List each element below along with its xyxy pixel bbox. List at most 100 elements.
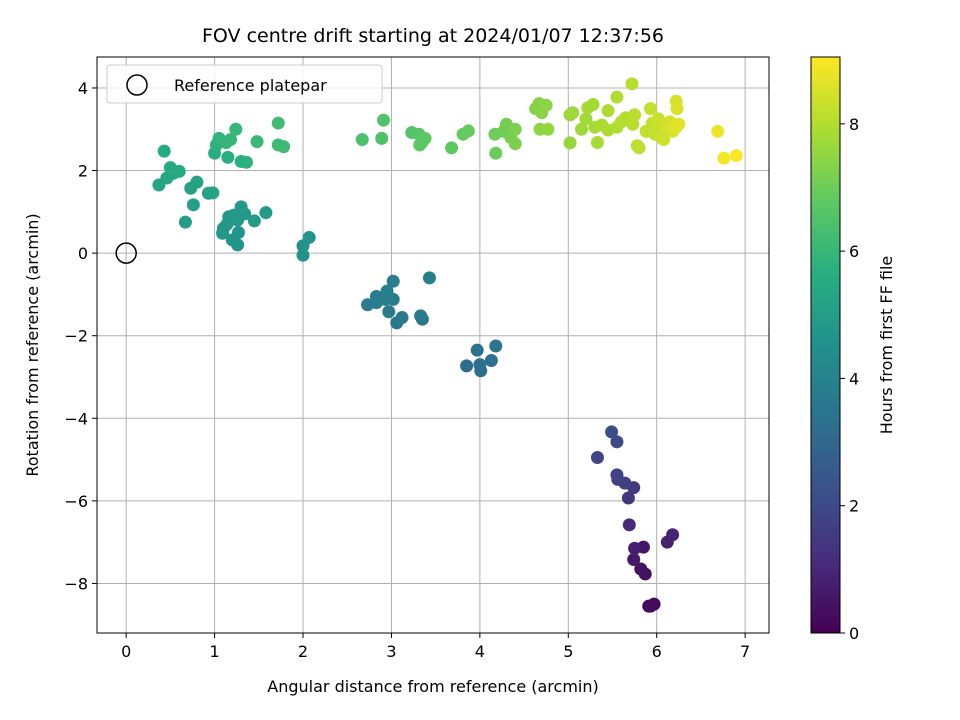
data-point — [473, 358, 487, 372]
data-point — [575, 122, 589, 136]
data-point — [355, 133, 369, 147]
reference-marker-group — [115, 242, 137, 264]
y-axis-label: Rotation from reference (arcmin) — [23, 213, 42, 476]
y-tick-label: 2 — [78, 162, 88, 181]
data-point — [445, 141, 459, 155]
data-point — [563, 136, 577, 150]
data-point — [632, 141, 646, 155]
legend-marker-icon — [126, 74, 148, 96]
data-point — [717, 151, 731, 165]
data-point — [229, 122, 243, 136]
x-tick-label: 6 — [652, 642, 662, 661]
y-tick-label: 4 — [78, 79, 88, 98]
legend: Reference platepar — [106, 64, 383, 104]
y-tick-label: −6 — [64, 492, 88, 511]
data-point — [610, 435, 624, 449]
data-point — [628, 108, 642, 122]
chart-title: FOV centre drift starting at 2024/01/07 … — [202, 25, 664, 47]
colorbar-tick-label: 6 — [849, 242, 859, 261]
legend-entry-reference: Reference platepar — [174, 76, 327, 95]
data-point — [231, 225, 245, 239]
data-point — [625, 77, 639, 91]
y-tick-label: 0 — [78, 244, 88, 263]
data-point — [672, 117, 686, 131]
x-axis-label: Angular distance from reference (arcmin) — [267, 677, 598, 696]
data-point — [508, 137, 522, 151]
data-point — [302, 230, 316, 244]
y-tick-label: −4 — [64, 409, 88, 428]
colorbar-tick-label: 2 — [849, 497, 859, 516]
data-point — [418, 131, 432, 145]
data-point — [586, 97, 600, 111]
data-point — [380, 284, 394, 298]
data-points — [152, 77, 743, 613]
data-point — [621, 491, 635, 505]
data-point — [470, 343, 484, 357]
data-point — [461, 124, 475, 138]
data-point — [610, 90, 624, 104]
data-point — [376, 113, 390, 127]
colorbar-gradient — [810, 56, 841, 634]
data-point — [271, 116, 285, 130]
data-point — [590, 451, 604, 465]
data-point — [238, 207, 252, 221]
data-point — [644, 102, 658, 116]
data-point — [484, 353, 498, 367]
data-point — [670, 102, 684, 116]
data-point — [489, 146, 503, 160]
x-axis-ticks: 0 1 2 3 4 5 6 7 — [121, 633, 750, 661]
data-point — [729, 149, 743, 163]
data-point — [605, 425, 619, 439]
data-point — [172, 164, 186, 178]
data-point — [508, 122, 522, 136]
data-point — [579, 112, 593, 126]
colorbar: 0 2 4 6 8 Hours from first FF file — [810, 56, 896, 643]
x-tick-label: 0 — [121, 642, 131, 661]
data-point — [190, 175, 204, 189]
data-point — [541, 122, 555, 136]
reference-marker — [115, 242, 137, 264]
data-point — [221, 150, 235, 164]
data-point — [666, 528, 680, 542]
data-point — [590, 135, 604, 149]
data-point — [178, 215, 192, 229]
legend-box — [106, 64, 383, 104]
x-tick-label: 5 — [563, 642, 573, 661]
data-point — [414, 309, 428, 323]
plot-frame — [96, 56, 770, 634]
colorbar-tick-label: 8 — [849, 115, 859, 134]
data-point — [622, 518, 636, 532]
y-tick-label: −8 — [64, 574, 88, 593]
data-point — [711, 124, 725, 138]
data-point — [460, 359, 474, 373]
colorbar-ticks: 0 2 4 6 8 — [840, 115, 859, 643]
data-point — [644, 599, 658, 613]
data-point — [386, 274, 400, 288]
data-point — [206, 186, 220, 200]
x-tick-label: 4 — [475, 642, 485, 661]
data-point — [395, 311, 409, 325]
colorbar-label: Hours from first FF file — [877, 256, 896, 435]
data-point — [627, 553, 641, 567]
data-point — [259, 206, 273, 220]
x-tick-label: 2 — [298, 642, 308, 661]
x-tick-label: 1 — [210, 642, 220, 661]
data-point — [186, 198, 200, 212]
data-point — [566, 106, 580, 120]
data-point — [601, 104, 615, 118]
data-point — [657, 133, 671, 147]
data-point — [489, 339, 503, 353]
data-point — [157, 144, 171, 158]
x-tick-label: 7 — [740, 642, 750, 661]
y-axis-ticks: −8 −6 −4 −2 0 2 4 — [64, 79, 97, 593]
data-point — [610, 468, 624, 482]
data-point — [250, 135, 264, 149]
y-tick-label: −2 — [64, 327, 88, 346]
x-tick-label: 3 — [386, 642, 396, 661]
data-point — [375, 131, 389, 145]
data-point — [296, 248, 310, 262]
data-point — [628, 541, 642, 555]
data-point — [634, 562, 648, 576]
data-point — [539, 98, 553, 112]
